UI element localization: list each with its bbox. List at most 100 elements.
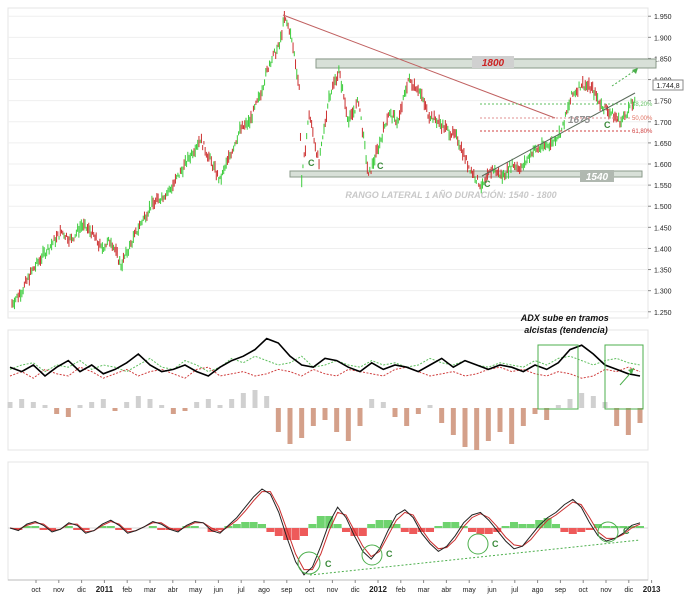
oscillator-hist-bar <box>241 522 250 528</box>
oscillator-hist-bar <box>333 524 342 528</box>
adx-panel-frame <box>7 329 649 451</box>
x-tick-label: dic <box>624 587 633 594</box>
x-tick-label: oct <box>305 587 314 594</box>
adx-hist-bar <box>310 408 316 426</box>
ascending-trendline <box>481 92 636 177</box>
adx-hist-bar <box>450 408 456 435</box>
c-label-3: C <box>484 179 491 189</box>
x-tick-label: dic <box>77 587 86 594</box>
oscillator-hist-bar <box>577 528 586 532</box>
support-label: 1540 <box>586 172 609 183</box>
adx-hist-bar <box>520 408 526 426</box>
resistance-label-box <box>472 56 514 68</box>
adx-hist-bar <box>112 408 118 411</box>
oscillator-hist-bar <box>552 524 560 528</box>
oscillator-hist-bar <box>350 528 359 536</box>
di-plus-line <box>9 355 641 373</box>
adx-hist-bar <box>345 408 351 441</box>
oscillator-hist-bar <box>560 528 569 532</box>
adx-hist-bar <box>392 408 398 417</box>
adx-projection-arrowhead <box>628 368 634 374</box>
adx-hist-bar <box>30 402 36 408</box>
adx-hist-bar <box>439 408 445 423</box>
oscillator-circle-3 <box>467 533 489 555</box>
oscillator-hist-bar <box>543 518 552 528</box>
price-tick-label: 1.300 <box>654 289 672 296</box>
x-tick-label: mar <box>144 587 157 594</box>
adx-hist-bar <box>194 402 200 408</box>
adx-hist-bar <box>124 402 130 408</box>
c-label-1: C <box>308 158 315 168</box>
fib-38-label: 38,20% <box>632 102 653 108</box>
oscillator-hist-bar <box>148 526 157 528</box>
adx-hist-bar <box>497 408 503 432</box>
x-tick-label: jul <box>237 587 245 594</box>
adx-hist-bar <box>205 399 211 408</box>
price-panel: 1.9501.9001.8501.8001.7501.7001.6501.600… <box>7 7 684 319</box>
oscillator-hist-bar <box>426 528 434 532</box>
price-tick-label: 1.850 <box>654 56 672 63</box>
oscillator-panel: C C C C <box>7 461 649 581</box>
x-tick-label: feb <box>396 587 406 594</box>
oscillator-hist-bar <box>400 528 409 532</box>
adx-hist-bar <box>287 408 293 444</box>
adx-line <box>9 337 641 378</box>
adx-hist-bar <box>462 408 468 447</box>
adx-hist-bar <box>7 402 13 408</box>
oscillator-hist-bar <box>308 524 317 528</box>
oscillator-hist-bar <box>39 528 48 530</box>
price-tick-label: 1.900 <box>654 35 672 42</box>
x-tick-label: may <box>463 587 477 594</box>
adx-panel: ADX sube en tramos alcistas (tendencia) <box>7 313 649 451</box>
oscillator-hist-bar <box>64 526 73 528</box>
c-label-2: C <box>377 161 384 171</box>
c-label-4: C <box>604 120 611 130</box>
adx-hist-bar <box>264 396 270 408</box>
x-tick-label: 2011 <box>96 585 114 594</box>
x-tick-label: abr <box>441 587 452 594</box>
oscillator-hist-bar <box>518 524 527 528</box>
x-tick-label: nov <box>53 587 65 594</box>
x-tick-label: jun <box>486 587 496 594</box>
oscillator-hist-bar <box>48 528 56 530</box>
oscillator-hist-bar <box>31 526 40 528</box>
x-tick-label: 2012 <box>369 585 387 594</box>
oscillator-hist-bar <box>232 524 241 528</box>
last-value-label: 1.744,8 <box>656 83 679 90</box>
x-tick-label: jun <box>213 587 223 594</box>
adx-highlight-box-1 <box>537 344 579 410</box>
fib-50-label: 50,00% <box>632 116 653 122</box>
adx-hist-bar <box>415 408 421 414</box>
osc-c-label-4: C <box>623 526 630 536</box>
oscillator-hist-bar <box>594 524 602 528</box>
adx-hist-bar <box>614 408 620 426</box>
oscillator-hist-bar <box>602 526 611 528</box>
adx-hist-bar <box>590 396 596 408</box>
adx-hist-bar <box>19 399 25 408</box>
oscillator-hist-bar <box>568 528 577 534</box>
adx-annotation-line-2: alcistas (tendencia) <box>524 325 608 335</box>
x-tick-label: nov <box>327 587 339 594</box>
oscillator-main-line <box>9 488 641 576</box>
oscillator-hist-bar <box>619 526 628 528</box>
x-tick-label: abr <box>168 587 179 594</box>
adx-highlight-box-2 <box>604 344 644 410</box>
adx-hist-bar <box>322 408 328 420</box>
oscillator-trendline <box>309 539 641 576</box>
oscillator-hist-bar <box>627 526 636 528</box>
adx-hist-bar <box>369 399 375 408</box>
adx-hist-bar <box>567 399 573 408</box>
x-tick-label: oct <box>579 587 588 594</box>
osc-c-label-3: C <box>492 539 499 549</box>
oscillator-hist-bar <box>115 528 124 530</box>
adx-hist-bar <box>427 405 433 408</box>
oscillator-hist-bar <box>106 526 115 528</box>
oscillator-hist-bar <box>283 528 292 540</box>
oscillator-hist-bar <box>300 528 308 536</box>
adx-hist-bar <box>275 408 281 432</box>
price-grid <box>8 15 648 313</box>
oscillator-hist-bar <box>98 526 107 528</box>
oscillator-hist-bar <box>249 522 258 528</box>
x-tick-label: sep <box>555 587 566 594</box>
adx-hist-bar <box>182 408 188 411</box>
